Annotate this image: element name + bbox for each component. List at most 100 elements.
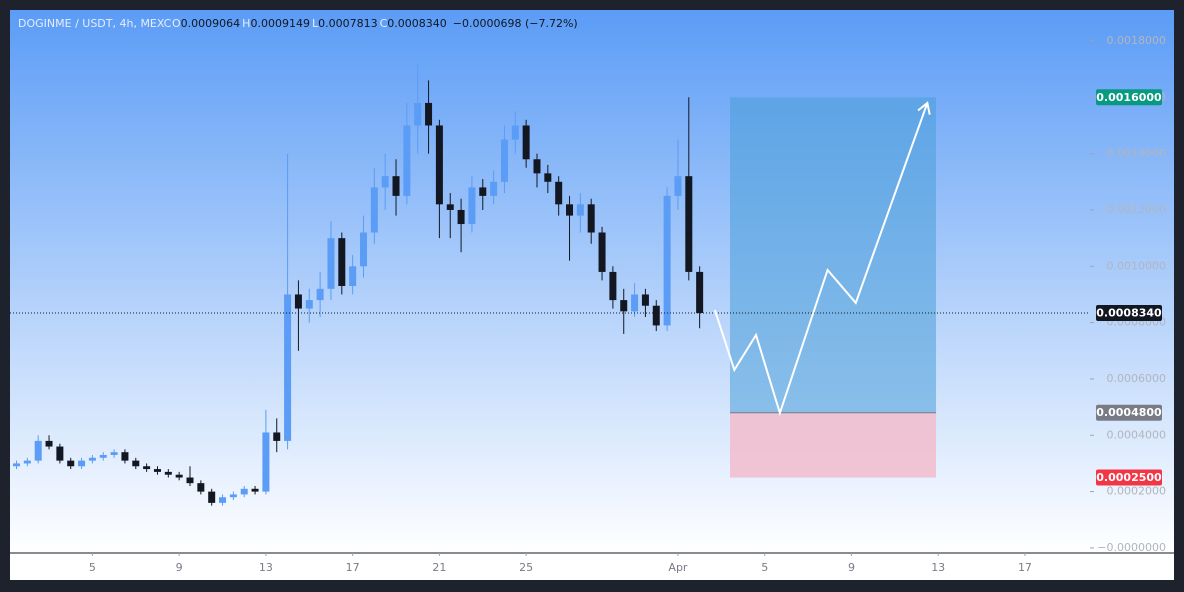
y-tick-label: 0.0018000 [1107, 34, 1167, 47]
ohlc-value: 0.0008340 [387, 17, 447, 30]
candle-body [696, 271, 704, 314]
candle-body [468, 187, 476, 225]
target-zone [730, 97, 937, 413]
y-tick-label: 0.0012000 [1107, 203, 1167, 216]
ohlc-key: O [172, 17, 181, 30]
candle-body [186, 477, 194, 484]
candle-body [555, 181, 563, 205]
y-tick-label: 0.0004000 [1107, 428, 1167, 441]
candle-body [566, 204, 574, 216]
y-tick-label: 0.0006000 [1107, 372, 1167, 385]
candle-body [533, 159, 541, 174]
candle-body [349, 266, 357, 287]
x-tick-label: 25 [519, 561, 533, 574]
candle-body [164, 471, 172, 475]
candle-body [392, 176, 400, 196]
candle-body [34, 440, 42, 461]
candle-body [587, 204, 595, 233]
candle-body [316, 288, 324, 301]
ohlc-value: 0.0009064 [181, 17, 241, 30]
candle-body [359, 232, 367, 267]
candle-body [45, 440, 53, 447]
candle-body [143, 466, 151, 470]
candle-body [620, 300, 628, 312]
x-tick-label: 5 [89, 561, 96, 574]
x-tick-label: 17 [346, 561, 360, 574]
candle-body [110, 452, 118, 455]
price-badge-label: 0.0002500 [1096, 471, 1162, 484]
candle-body [663, 195, 671, 326]
candle-body [305, 300, 313, 309]
candle-body [511, 125, 519, 140]
candle-body [479, 187, 487, 196]
ohlc-value: 0.0007813 [318, 17, 378, 30]
x-tick-label: 13 [931, 561, 945, 574]
candle-body [78, 460, 86, 467]
x-tick-label: 5 [761, 561, 768, 574]
candle-body [208, 491, 216, 503]
candle-body [327, 238, 335, 289]
candle-body [99, 454, 107, 458]
price-badge [1096, 404, 1162, 421]
candle-body [435, 125, 443, 205]
candle-body [414, 102, 422, 126]
candle-body [490, 181, 498, 196]
candle-body [446, 204, 454, 210]
candle-body [56, 446, 64, 461]
projection-line [713, 102, 929, 417]
candle-body [132, 460, 140, 467]
chart-background [10, 10, 1174, 553]
candle-body [229, 494, 237, 498]
candle-body [88, 457, 96, 461]
x-tick-label: 9 [848, 561, 855, 574]
stop-zone [730, 412, 937, 478]
header: DOGINME / USDT, 4h, MEXC O0.0009064 H0.00… [18, 17, 578, 30]
candle-body [674, 176, 682, 196]
ohlc-key: C [380, 17, 388, 30]
candle-body [153, 469, 161, 472]
price-badge [1096, 305, 1162, 322]
candle-body [338, 238, 346, 287]
candle-body [121, 452, 129, 461]
candle-body [652, 305, 660, 326]
candle-body [197, 483, 205, 492]
candle-body [403, 125, 411, 196]
candle-body [522, 125, 530, 160]
y-tick-label: 0.0010000 [1107, 259, 1167, 272]
x-tick-label: 17 [1018, 561, 1032, 574]
candle-body [370, 187, 378, 233]
x-tick-label: 13 [259, 561, 273, 574]
x-tick-label: 9 [176, 561, 183, 574]
price-badge [1096, 469, 1162, 486]
candle-body [251, 488, 259, 492]
price-badge [1096, 89, 1162, 106]
x-tick-label: 21 [432, 561, 446, 574]
candle-body [284, 294, 292, 441]
candle-body [609, 271, 617, 301]
candle-body [631, 294, 639, 312]
change: −0.0000698 (−7.72%) [453, 17, 578, 30]
candle-body [425, 102, 433, 126]
price-badge-label: 0.0008340 [1096, 307, 1162, 320]
candle-body [273, 432, 281, 441]
y-tick-label: 0.0002000 [1107, 485, 1167, 498]
candle-body [598, 232, 606, 272]
candle-body [544, 173, 552, 182]
candle-body [641, 294, 649, 306]
candle-body [175, 474, 183, 478]
ohlc-key: L [312, 17, 319, 30]
candle-body [219, 497, 227, 503]
candle-body [13, 463, 21, 467]
candle-body [67, 460, 75, 467]
ohlc-legend: O0.0009064 H0.0009149 L0.0007813 C0.0008340… [172, 17, 578, 30]
candle-body [240, 488, 248, 495]
y-tick-label: 0.0014000 [1107, 147, 1167, 160]
price-badge-label: 0.0016000 [1096, 91, 1162, 104]
candle-body [294, 294, 302, 309]
candle-body [457, 209, 465, 225]
price-badge-label: 0.0004800 [1096, 406, 1162, 419]
candle-body [500, 139, 508, 182]
ohlc-key: H [242, 17, 250, 30]
